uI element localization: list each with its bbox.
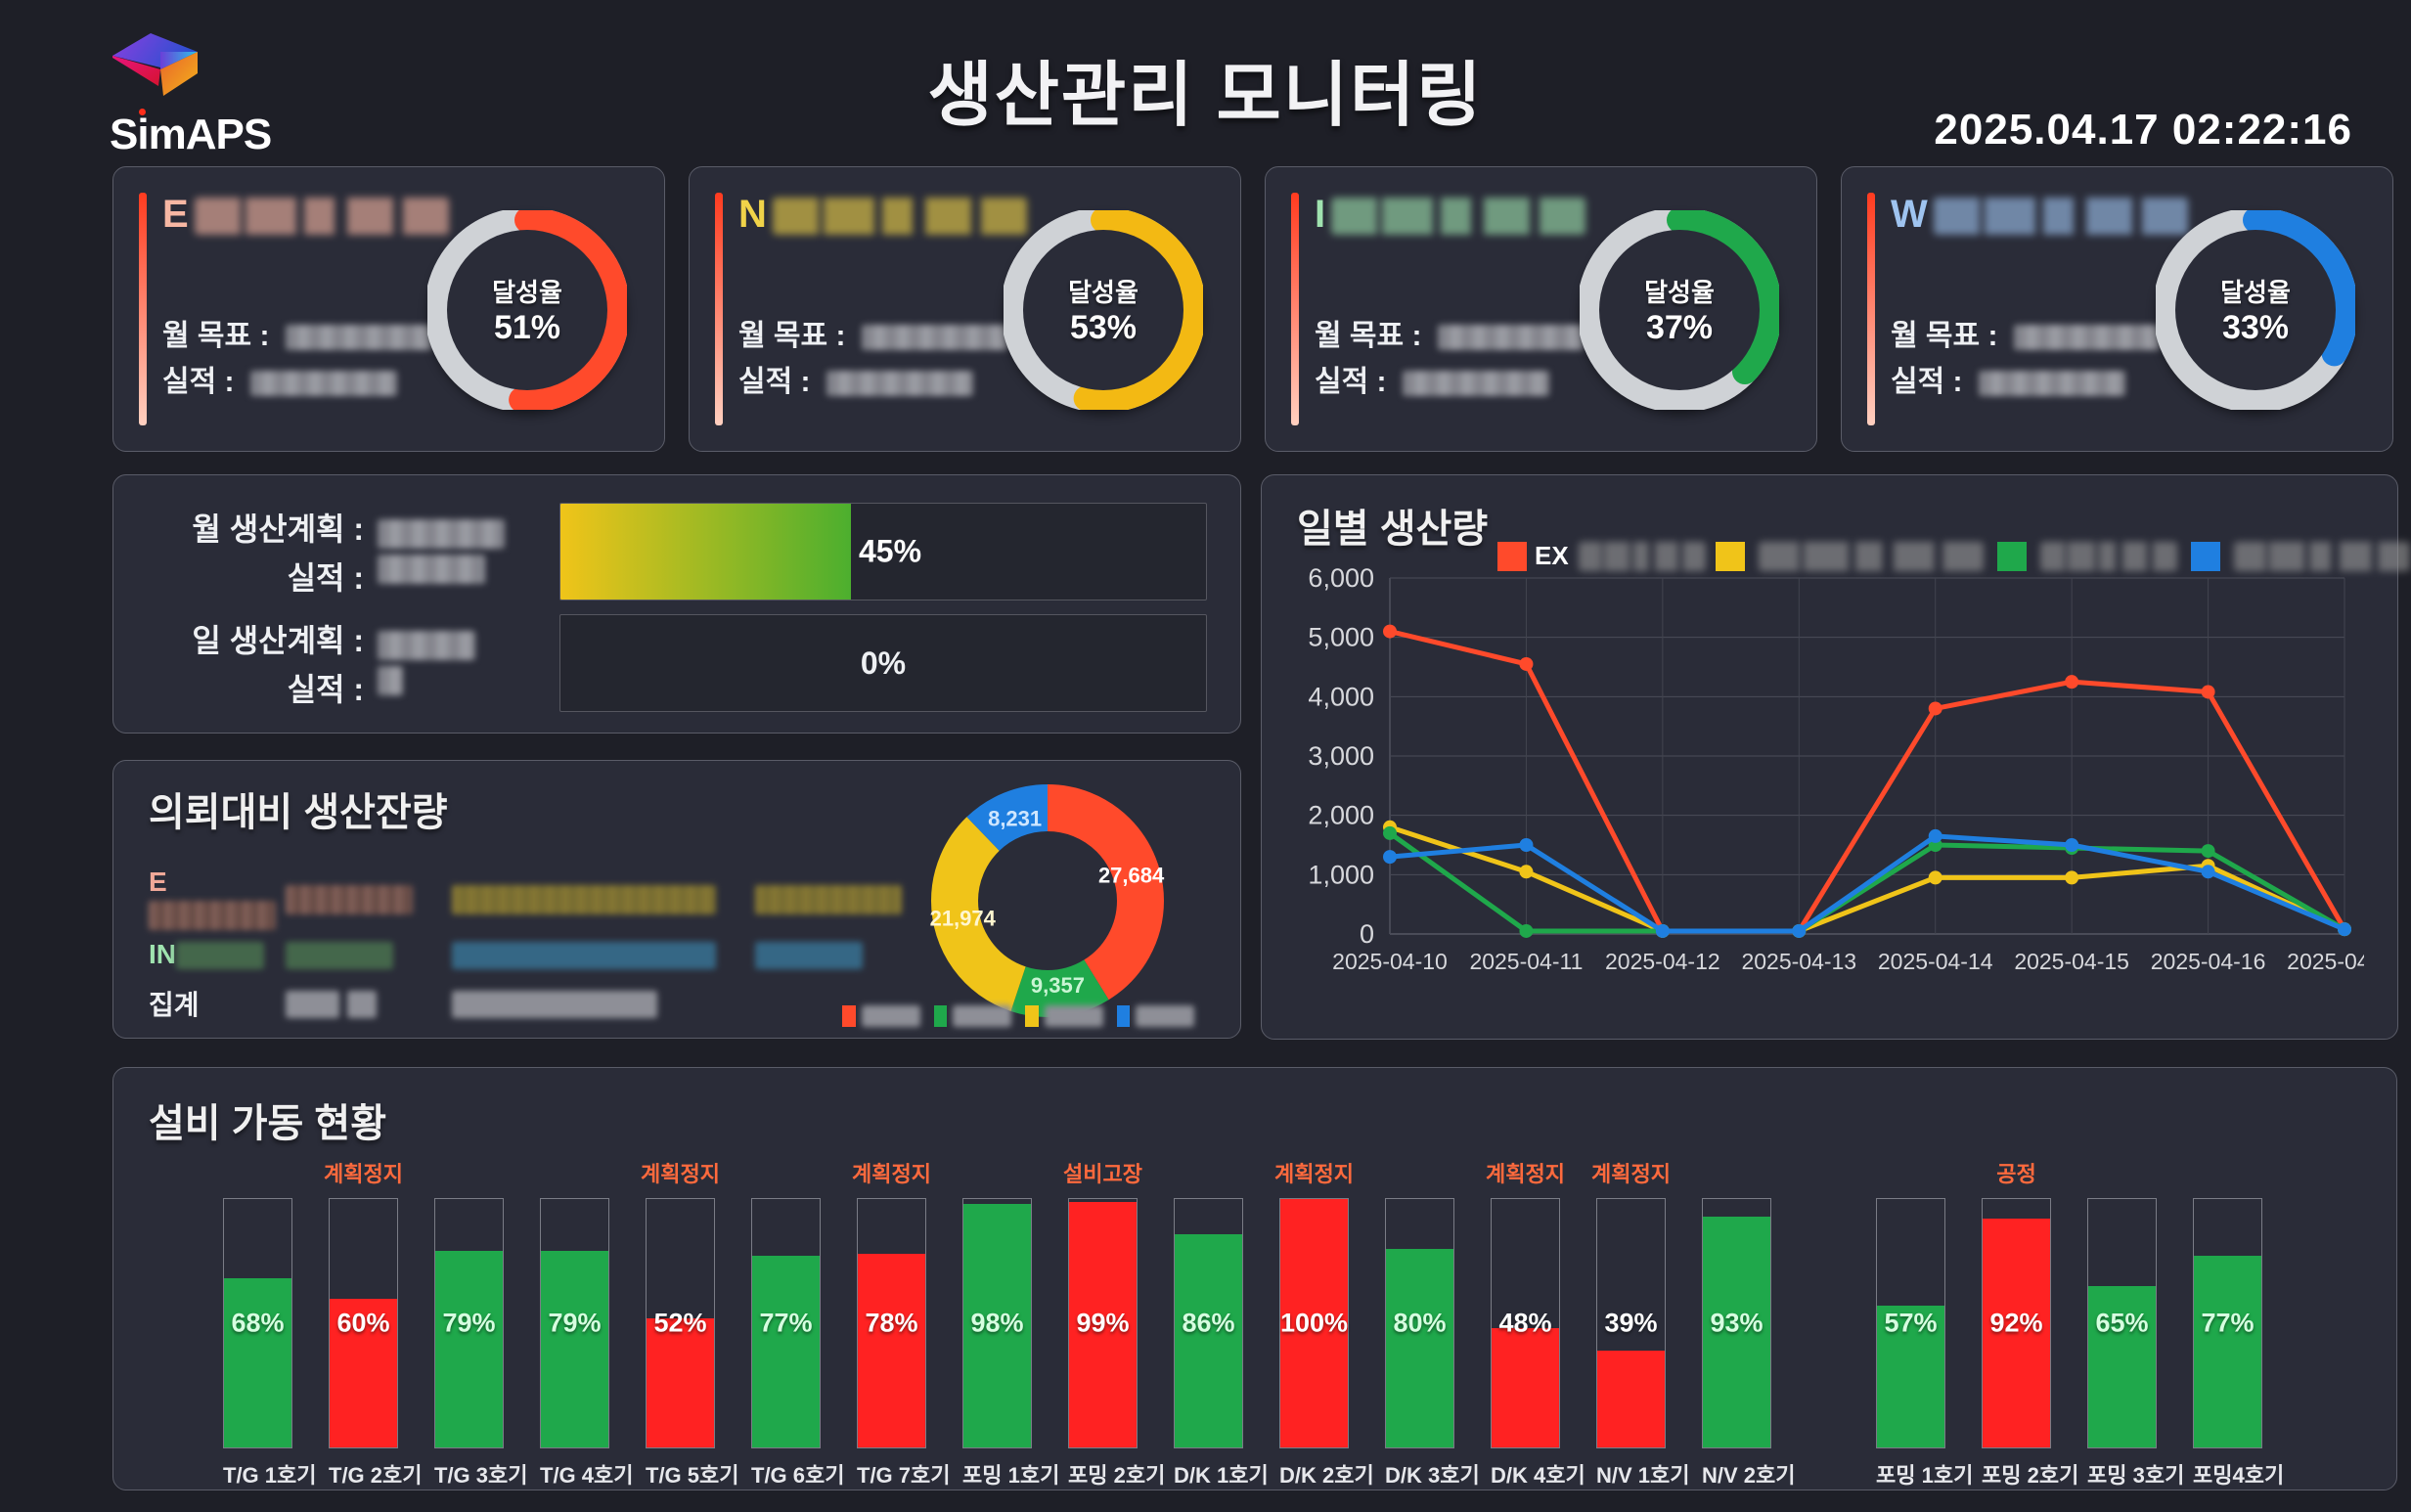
svg-text:2025-04-17: 2025-04-17: [2287, 949, 2364, 974]
svg-text:9,357: 9,357: [1031, 973, 1085, 998]
svg-text:3,000: 3,000: [1308, 741, 1374, 771]
svg-text:4,000: 4,000: [1308, 682, 1374, 711]
svg-text:21,974: 21,974: [930, 907, 997, 931]
svg-text:6,000: 6,000: [1308, 568, 1374, 593]
svg-text:0: 0: [1360, 919, 1374, 949]
svg-text:2025-04-10: 2025-04-10: [1332, 949, 1448, 974]
svg-text:2025-04-14: 2025-04-14: [1878, 949, 1993, 974]
svg-text:2,000: 2,000: [1308, 801, 1374, 830]
svg-text:1,000: 1,000: [1308, 860, 1374, 889]
svg-text:2025-04-16: 2025-04-16: [2151, 949, 2266, 974]
svg-text:2025-04-13: 2025-04-13: [1741, 949, 1856, 974]
svg-text:2025-04-11: 2025-04-11: [1469, 949, 1583, 974]
svg-text:5,000: 5,000: [1308, 623, 1374, 652]
svg-text:2025-04-15: 2025-04-15: [2014, 949, 2129, 974]
svg-text:8,231: 8,231: [988, 806, 1042, 830]
svg-text:27,684: 27,684: [1098, 863, 1165, 887]
svg-text:2025-04-12: 2025-04-12: [1605, 949, 1720, 974]
